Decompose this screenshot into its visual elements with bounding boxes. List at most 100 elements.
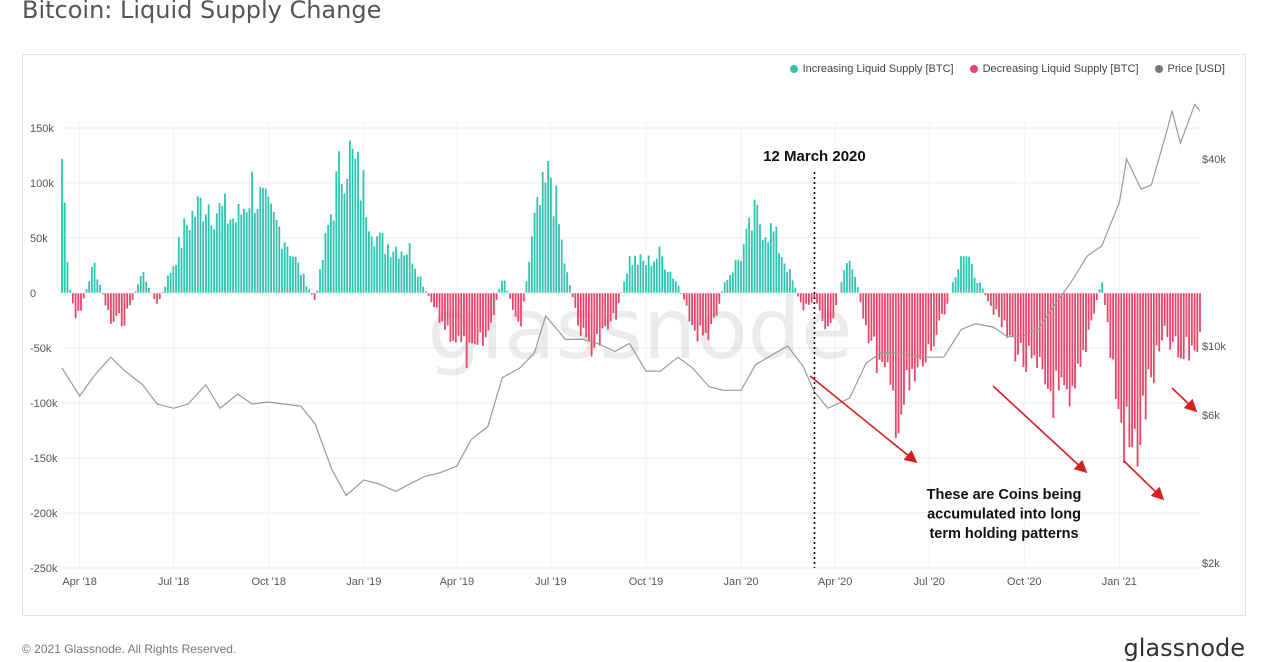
supply-bar — [862, 293, 864, 319]
supply-bar — [919, 293, 921, 359]
supply-bar — [314, 293, 316, 300]
supply-bar — [803, 293, 805, 310]
supply-bar — [1158, 293, 1160, 351]
supply-bar — [202, 221, 204, 293]
supply-bar — [249, 208, 251, 293]
supply-bar — [664, 270, 666, 293]
supply-bar — [640, 254, 642, 293]
supply-bar — [148, 288, 150, 293]
supply-bar — [507, 291, 509, 293]
supply-bar — [458, 293, 460, 336]
supply-bar — [403, 256, 405, 293]
supply-bar — [409, 243, 411, 293]
supply-bar — [1183, 293, 1185, 359]
supply-bar — [1118, 293, 1120, 409]
supply-bar — [498, 289, 500, 293]
supply-bar — [175, 265, 177, 293]
supply-bar — [1150, 293, 1152, 377]
supply-bar — [602, 293, 604, 328]
supply-bar — [765, 237, 767, 293]
supply-bar — [1052, 293, 1054, 418]
supply-bar — [368, 231, 370, 293]
supply-bar — [1167, 293, 1169, 337]
supply-bar — [477, 293, 479, 345]
supply-bar — [67, 262, 69, 293]
supply-bar — [1009, 293, 1011, 335]
supply-bar — [452, 293, 454, 341]
supply-bar — [784, 263, 786, 293]
supply-bar — [870, 293, 872, 341]
supply-bar — [591, 293, 593, 357]
supply-bar — [985, 293, 987, 295]
supply-bar — [634, 256, 636, 293]
supply-bar — [846, 263, 848, 293]
supply-bar — [463, 293, 465, 336]
supply-bar — [808, 293, 810, 305]
supply-bar — [832, 293, 834, 318]
supply-bar — [520, 293, 522, 326]
supply-bar — [827, 293, 829, 326]
supply-bar — [1088, 293, 1090, 330]
supply-bar — [485, 293, 487, 337]
supply-bar — [1014, 293, 1016, 361]
supply-bar — [259, 187, 261, 293]
supply-bar — [1025, 293, 1027, 372]
supply-bar — [645, 265, 647, 293]
supply-bar — [153, 293, 155, 299]
supply-bar — [308, 289, 310, 293]
supply-bar — [1142, 293, 1144, 396]
supply-bar — [105, 293, 107, 305]
supply-bar — [373, 246, 375, 293]
supply-bar — [957, 269, 959, 293]
supply-bar — [439, 293, 441, 323]
supply-bar — [441, 293, 443, 321]
supply-bar — [697, 293, 699, 341]
supply-bar — [292, 257, 294, 293]
supply-bar — [229, 220, 231, 293]
supply-bar — [708, 293, 710, 340]
y-tick-label: 150k — [30, 123, 54, 135]
supply-bar — [678, 286, 680, 293]
supply-bar — [716, 293, 718, 316]
supply-bar — [930, 293, 932, 351]
supply-bar — [455, 293, 457, 342]
supply-bar — [140, 276, 142, 293]
supply-bar — [265, 188, 267, 293]
supply-bar — [583, 293, 585, 328]
supply-bar — [599, 293, 601, 346]
supply-bar — [539, 205, 541, 293]
supply-bar — [289, 256, 291, 293]
supply-bar — [80, 293, 82, 311]
supply-bar — [759, 224, 761, 293]
supply-bar — [1107, 293, 1109, 322]
supply-bar — [566, 272, 568, 293]
supply-bar — [490, 293, 492, 323]
y-tick-label: 0 — [30, 288, 36, 300]
supply-bar — [618, 293, 620, 303]
supply-bar — [604, 293, 606, 326]
supply-bar — [1063, 293, 1065, 385]
supply-bar — [210, 225, 212, 293]
supply-bar — [172, 266, 174, 293]
supply-bar — [805, 293, 807, 304]
supply-bar — [341, 184, 343, 293]
supply-bar — [642, 261, 644, 293]
supply-bar — [363, 170, 365, 293]
supply-bar — [944, 293, 946, 314]
y-right-tick-label: $40k — [1202, 154, 1226, 166]
supply-bar — [319, 269, 321, 293]
supply-bar — [69, 290, 71, 293]
supply-bar — [335, 171, 337, 293]
supply-bar — [648, 256, 650, 293]
supply-bar — [94, 263, 96, 293]
supply-bar — [330, 214, 332, 293]
supply-bar — [884, 293, 886, 367]
supply-bar — [360, 201, 362, 293]
supply-bar — [61, 159, 63, 293]
supply-bar — [1188, 293, 1190, 360]
supply-bar — [995, 293, 997, 309]
supply-bar — [561, 240, 563, 293]
supply-bar — [1172, 293, 1174, 342]
